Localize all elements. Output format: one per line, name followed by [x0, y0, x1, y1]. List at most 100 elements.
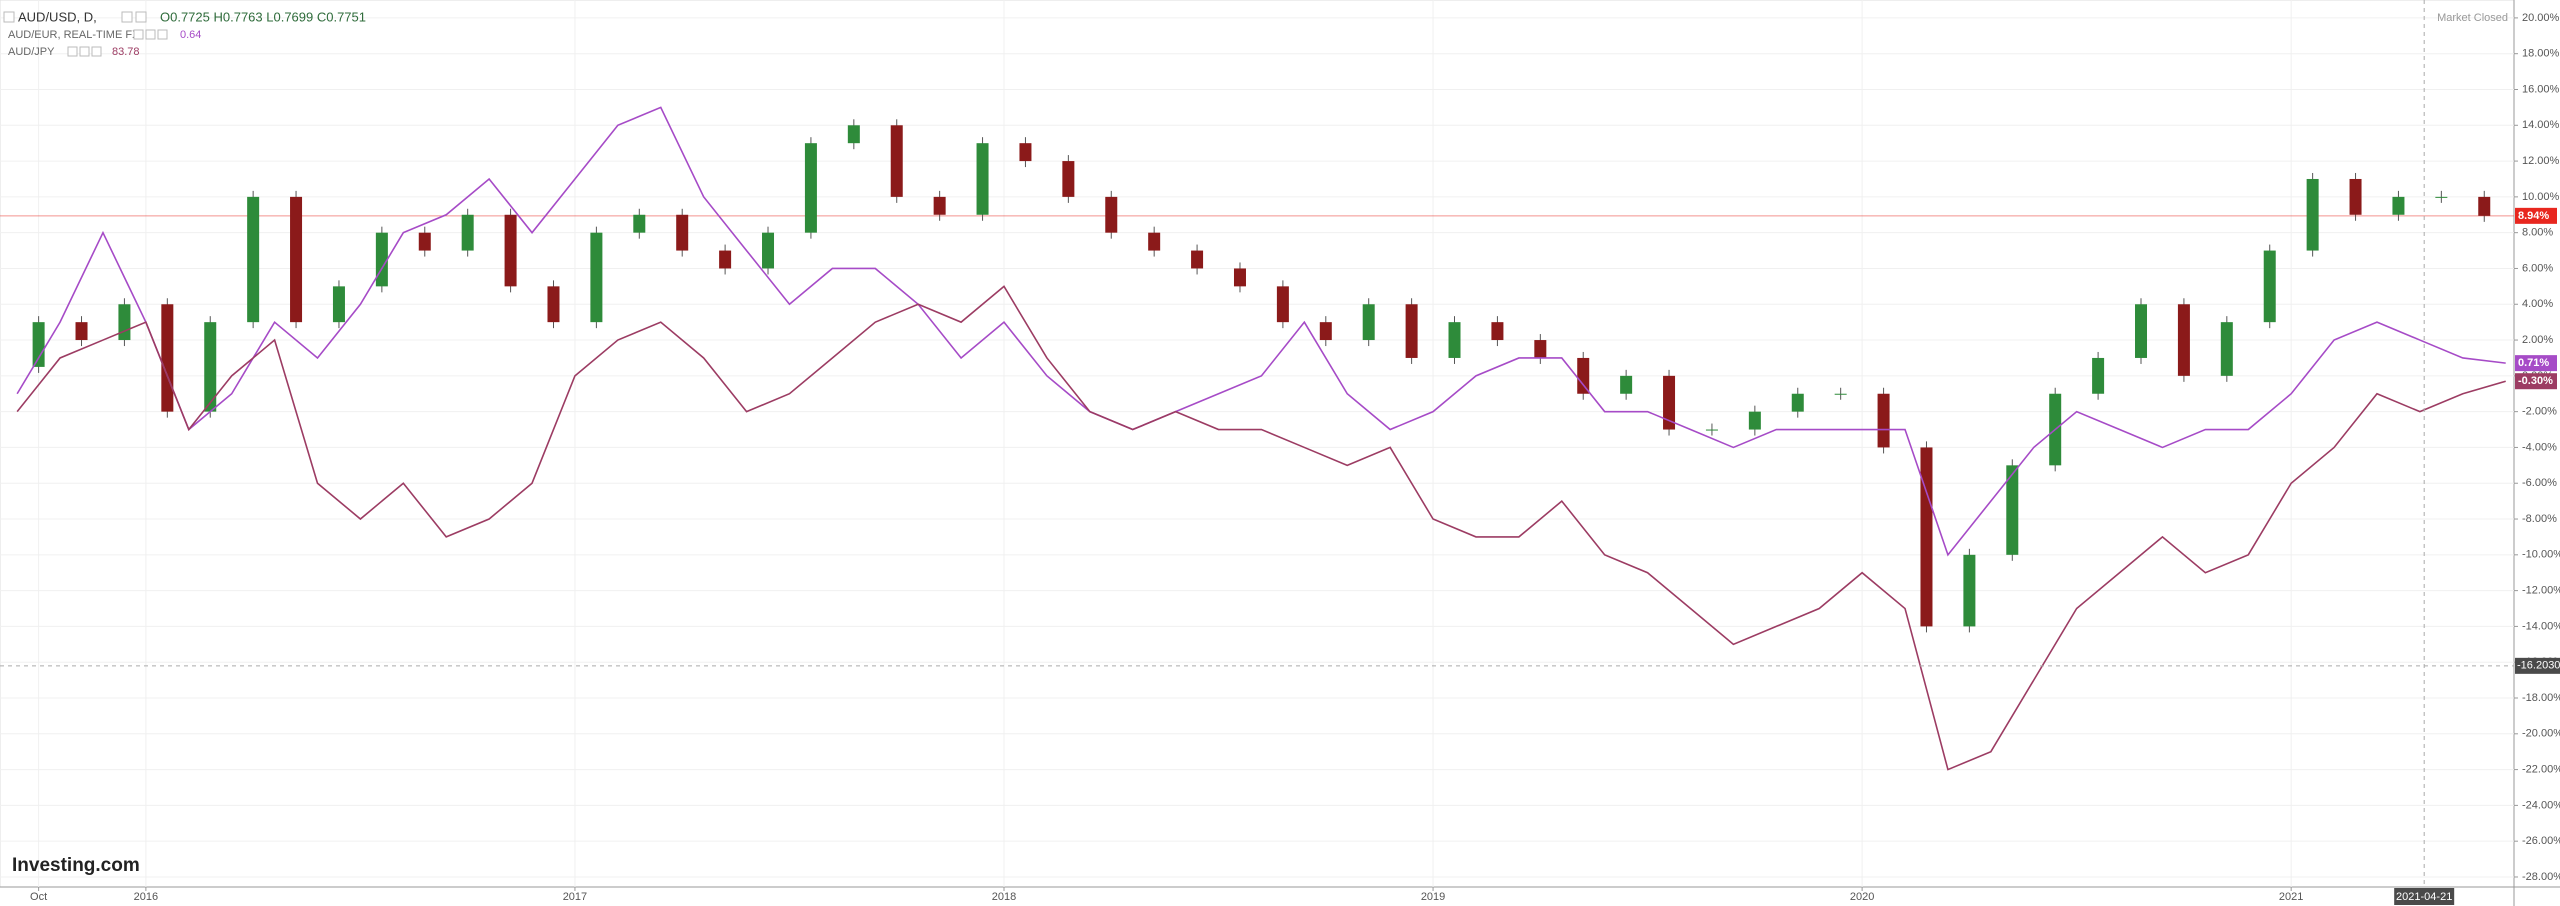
collapse-icon[interactable] [3, 11, 15, 23]
y-tick-label: 16.00% [2522, 83, 2560, 95]
candle-body [719, 250, 732, 269]
x-tick-label: 2016 [134, 891, 158, 903]
settings-icon[interactable] [67, 46, 78, 57]
x-tick-label: Oct [30, 891, 47, 903]
y-tick-label: -20.00% [2522, 728, 2560, 740]
ohlc-values: O0.7725 H0.7763 L0.7699 C0.7751 [160, 9, 366, 24]
candle-body [1233, 268, 1246, 287]
y-tick-label: 10.00% [2522, 191, 2560, 203]
x-tick-label: 2019 [1421, 891, 1445, 903]
candle-body [762, 232, 775, 269]
remove-icon[interactable] [157, 29, 168, 40]
candle-body [2478, 196, 2491, 216]
settings-icon[interactable] [121, 11, 133, 23]
y-tick-label: 2.00% [2522, 334, 2553, 346]
crosshair-y-box [2515, 657, 2560, 674]
candle-body [676, 214, 689, 251]
series-name: AUD/USD, D, [18, 9, 97, 24]
candle-body [1062, 161, 1075, 197]
candle-body [1362, 304, 1375, 341]
candle-body [2435, 196, 2448, 198]
last-value-box [2515, 207, 2557, 224]
y-tick-label: 6.00% [2522, 262, 2553, 274]
hide-icon[interactable] [79, 46, 90, 57]
settings-icon[interactable] [133, 29, 144, 40]
y-tick-label: -22.00% [2522, 763, 2560, 775]
series-name: AUD/EUR, REAL-TIME FX [8, 29, 140, 41]
candle-body [2135, 304, 2148, 358]
crosshair-x-box [2394, 888, 2455, 905]
candle-body [1405, 304, 1418, 358]
candle-body [461, 214, 474, 251]
candle-body [2263, 250, 2276, 323]
last-value-box [2515, 355, 2557, 372]
y-tick-label: -18.00% [2522, 692, 2560, 704]
candle-body [2220, 322, 2233, 376]
candle-body [161, 304, 174, 412]
brand-logo: Investing.com [12, 855, 140, 876]
y-tick-label: 8.00% [2522, 227, 2553, 239]
crosshair-x-label: 2021-04-21 [2396, 891, 2452, 903]
candle-body [933, 196, 946, 215]
x-tick-label: 2018 [992, 891, 1016, 903]
candle-body [1191, 250, 1204, 269]
candle-body [1319, 322, 1332, 341]
candle-body [1705, 429, 1718, 431]
last-value-label: -0.30% [2518, 375, 2553, 387]
candle-body [2392, 196, 2405, 215]
last-value-label: 0.71% [2518, 357, 2549, 369]
candle-body [1963, 554, 1976, 627]
candle-body [375, 232, 388, 287]
y-tick-label: 12.00% [2522, 155, 2560, 167]
candle-body [547, 286, 560, 323]
hide-icon[interactable] [145, 29, 156, 40]
y-tick-label: -12.00% [2522, 585, 2560, 597]
candle-body [418, 232, 431, 251]
candle-body [1148, 232, 1161, 251]
candle-body [1748, 411, 1761, 430]
y-tick-label: 4.00% [2522, 298, 2553, 310]
y-tick-label: -8.00% [2522, 513, 2557, 525]
y-tick-label: -6.00% [2522, 477, 2557, 489]
market-status: Market Closed [2437, 12, 2508, 24]
remove-icon[interactable] [91, 46, 102, 57]
y-tick-label: -10.00% [2522, 549, 2560, 561]
x-tick-label: 2020 [1850, 891, 1874, 903]
y-tick-label: -26.00% [2522, 835, 2560, 847]
candle-body [1577, 357, 1590, 394]
candle-body [247, 196, 260, 323]
series-name: AUD/JPY [8, 46, 55, 58]
candle-body [1834, 393, 1847, 395]
candle-body [1877, 393, 1890, 448]
candle-body [118, 304, 131, 341]
candle-body [2177, 304, 2190, 376]
y-tick-label: 18.00% [2522, 48, 2560, 60]
y-tick-label: 20.00% [2522, 12, 2560, 24]
candle-body [1105, 196, 1118, 233]
candle-body [1534, 340, 1547, 358]
y-tick-label: -2.00% [2522, 406, 2557, 418]
crosshair-y-label: -16.2030 [2517, 660, 2560, 672]
last-value-label: 8.94% [2518, 210, 2549, 222]
candle-body [847, 125, 860, 144]
y-tick-label: -24.00% [2522, 799, 2560, 811]
candle-body [1663, 375, 1676, 430]
x-tick-label: 2017 [563, 891, 587, 903]
hide-icon[interactable] [135, 11, 147, 23]
candle-body [1920, 447, 1933, 627]
candle-body [2306, 178, 2319, 251]
candle-body [504, 214, 517, 287]
candle-body [290, 196, 303, 323]
series-value: 83.78 [112, 46, 140, 58]
candle-body [1019, 143, 1032, 162]
series-value: 0.64 [180, 29, 201, 41]
candle-body [1276, 286, 1289, 323]
y-tick-label: -28.00% [2522, 871, 2560, 883]
candle-body [976, 143, 989, 215]
candle-body [633, 214, 646, 233]
candle-body [75, 322, 88, 341]
candle-body [2349, 178, 2362, 215]
